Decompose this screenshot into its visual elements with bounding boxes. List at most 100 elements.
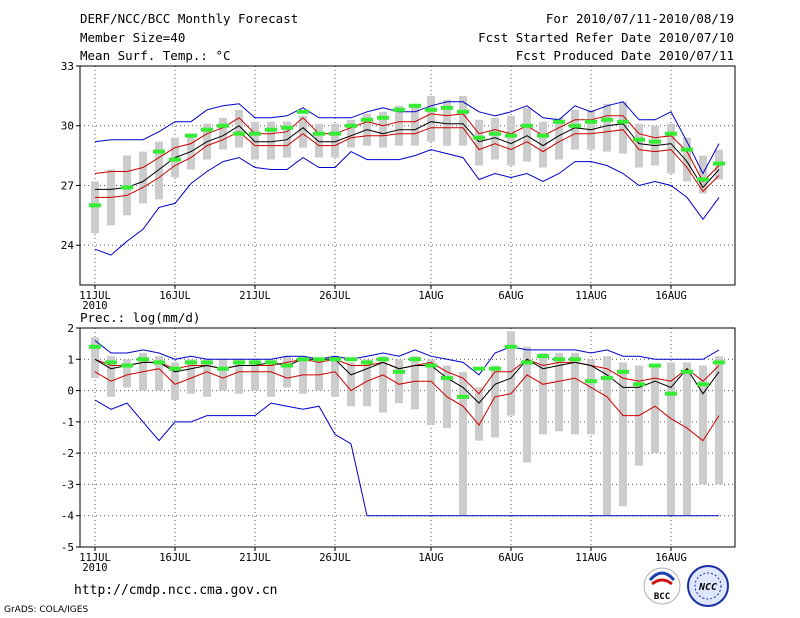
- prec-observed-marker: [441, 376, 453, 381]
- prec-min-line: [94, 399, 719, 517]
- prec-observed-marker: [505, 344, 517, 349]
- temp-observed-marker: [201, 127, 213, 132]
- temp-observed-marker: [713, 161, 725, 166]
- temp-observed-marker: [89, 203, 101, 208]
- prec-spread-bar: [363, 359, 371, 407]
- prec-ytick-label: -5: [61, 541, 74, 554]
- temp-observed-marker: [505, 133, 517, 138]
- prec-observed-marker: [249, 360, 261, 365]
- prec-observed-marker: [665, 391, 677, 396]
- prec-spread-bar: [667, 362, 675, 516]
- temp-observed-marker: [409, 103, 421, 108]
- temp-observed-marker: [281, 125, 293, 130]
- prec-spread-bar: [123, 359, 131, 388]
- temp-xtick-label: 6AUG: [498, 290, 523, 302]
- temp-xtick-label: 26JUL: [319, 290, 351, 302]
- prec-observed-marker: [681, 369, 693, 374]
- temp-observed-marker: [233, 131, 245, 136]
- prec-spread-bar: [427, 359, 435, 425]
- temp-observed-marker: [393, 107, 405, 112]
- temp-max-line: [94, 101, 720, 175]
- temp-spread-bar: [555, 117, 563, 160]
- prec-observed-marker: [185, 360, 197, 365]
- temp-frame: [79, 65, 736, 286]
- prec-max-line: [94, 340, 720, 376]
- prec-mean-line: [94, 358, 720, 404]
- prec-spread-bar: [283, 356, 291, 388]
- temp-observed-marker: [425, 107, 437, 112]
- prec-ytick-label: -4: [61, 510, 75, 523]
- prec-observed-marker: [137, 357, 149, 362]
- prec-observed-marker: [281, 363, 293, 368]
- variable-label: Mean Surf. Temp.: °C: [80, 48, 231, 63]
- temp-spread-bar: [331, 123, 339, 158]
- temp-spread-bar: [571, 109, 579, 150]
- prec-xtick-label: 11JUL: [79, 552, 111, 564]
- temp-spread-bar: [459, 95, 467, 146]
- temp-mean-line: [95, 121, 720, 190]
- prec-observed-marker: [553, 357, 565, 362]
- temp-observed-marker: [569, 123, 581, 128]
- started-date: Fcst Started Refer Date 2010/07/10: [478, 30, 734, 45]
- prec-observed-marker: [409, 357, 421, 362]
- prec-observed-marker: [217, 366, 229, 371]
- temp-observed-marker: [681, 147, 693, 152]
- temp-observed-marker: [345, 123, 357, 128]
- prec-observed-marker: [585, 379, 597, 384]
- prec-observed-marker: [489, 366, 501, 371]
- temp-spread-bar: [267, 121, 275, 160]
- temp-spread-bar: [523, 107, 531, 162]
- produced-date: Fcst Produced Date 2010/07/11: [515, 48, 734, 63]
- temp-observed-marker: [329, 131, 341, 136]
- prec-observed-marker: [265, 360, 277, 365]
- chart-title: DERF/NCC/BCC Monthly Forecast: [80, 11, 299, 26]
- temp-observed-marker: [521, 123, 533, 128]
- temp-spread-bar: [603, 103, 611, 152]
- temp-spread-bar: [251, 121, 259, 160]
- bcc-logo: BCC: [643, 567, 681, 605]
- prec-spread-bar: [683, 362, 691, 516]
- temp-p90-line: [94, 113, 720, 183]
- prec-observed-marker: [393, 369, 405, 374]
- temp-spread-bar: [667, 123, 675, 174]
- prec-spread-bar: [507, 331, 515, 416]
- prec-spread-bar: [699, 365, 707, 485]
- prec-spread-bar: [107, 356, 115, 397]
- prec-observed-marker: [617, 369, 629, 374]
- temp-spread-bar: [475, 119, 483, 166]
- prec-spread-bar: [235, 359, 243, 394]
- prec-spread-bar: [523, 346, 531, 463]
- prec-spread-bar: [251, 359, 259, 391]
- prec-observed-marker: [169, 366, 181, 371]
- prec-spread-bar: [619, 362, 627, 507]
- prec-observed-marker: [425, 363, 437, 368]
- prec-observed-marker: [633, 382, 645, 387]
- temp-xtick-label: 11AUG: [575, 290, 607, 302]
- temp-spread-bar: [427, 95, 435, 142]
- temp-observed-marker: [185, 133, 197, 138]
- temp-xtick-sublabel: 2010: [82, 300, 107, 312]
- temp-observed-marker: [633, 137, 645, 142]
- temp-observed-marker: [377, 115, 389, 120]
- prec-spread-bar: [539, 353, 547, 435]
- prec-xtick-label: 21JUL: [239, 552, 271, 564]
- temp-spread-bar: [219, 117, 227, 150]
- temp-observed-marker: [601, 117, 613, 122]
- prec-frame: [79, 327, 736, 548]
- temp-p10-line: [95, 127, 720, 198]
- temp-spread-bar: [683, 137, 691, 182]
- bcc-inner-arc-icon: [651, 578, 673, 586]
- prec-xtick-label: 6AUG: [498, 552, 523, 564]
- prec-spread-bar: [587, 359, 595, 435]
- prec-observed-marker: [473, 366, 485, 371]
- temp-observed-marker: [169, 157, 181, 162]
- prec-p10-line: [94, 368, 720, 442]
- temp-observed-marker: [473, 135, 485, 140]
- temp-spread-bar: [539, 121, 547, 168]
- prec-spread-bar: [411, 356, 419, 410]
- prec-xtick-sublabel: 2010: [82, 562, 107, 574]
- prec-xtick-label: 16AUG: [655, 552, 687, 564]
- prec-ytick-label: 1: [67, 353, 74, 366]
